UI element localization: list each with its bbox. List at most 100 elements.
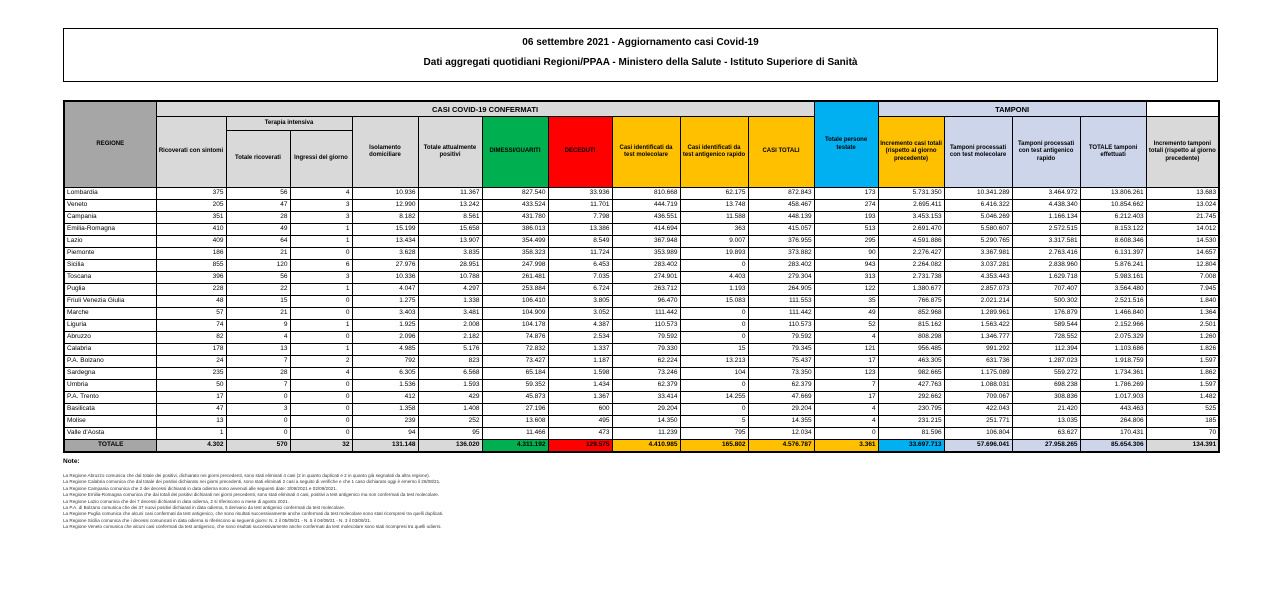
table-row: Veneto 205 47 3 12.990 13.242 433.524 11.701 444… [63,199,1220,212]
table-row: Piemonte 186 21 0 3.628 3.835 358.323 11.724 353… [63,247,1220,260]
totale-row: TOTALE 4.302 570 32 131.148 136.020 4.311.192 1… [63,439,1220,452]
cell-value: 283.402 [747,259,815,272]
col-header-isolamento: Isolamento domiciliare [351,116,419,188]
cell-value: 0 [225,391,291,404]
cell-value: 283.402 [611,259,681,272]
cell-value: 47.669 [747,391,815,404]
cell-value: 1.536 [351,379,419,392]
cell-value: 1.408 [417,403,483,416]
cell-value: 3.037.281 [943,259,1013,272]
cell-value: 7.945 [1145,283,1220,296]
table-row: Lazio 409 64 1 13.434 13.907 354.499 8.549 367.9… [63,235,1220,248]
cell-value: 1 [289,283,353,296]
cell-value: 4 [225,331,291,344]
cell-value: 274 [813,199,879,212]
cell-value: 827.540 [481,187,549,200]
cell-value: 6.212.403 [1079,211,1147,224]
cell-value: 13.683 [1145,187,1220,200]
cell-value: 261.481 [481,271,549,284]
cell-value: 3.805 [547,295,613,308]
cell-value: 766.875 [877,295,945,308]
cell-value: 251.771 [943,415,1013,428]
cell-value: 3.564.480 [1079,283,1147,296]
cell-value: 264.905 [747,283,815,296]
title-box: 06 settembre 2021 - Aggiornamento casi C… [63,28,1218,82]
cell-value: 111.442 [611,307,681,320]
cell-value: 17 [813,391,879,404]
notes-heading: Note: [63,458,80,465]
cell-value: 13.907 [417,235,483,248]
cell-value: 2.521.516 [1079,295,1147,308]
cell-value: 63.627 [1011,427,1081,440]
cell-value: 3.403 [351,307,419,320]
cell-value: 49 [813,307,879,320]
cell-value: 1.193 [679,283,749,296]
cell-value: 45.873 [481,391,549,404]
cell-value: 56 [225,187,291,200]
cell-value: 3.464.972 [1011,187,1081,200]
cell-value: 13.386 [547,223,613,236]
cell-value: 2.096 [351,331,419,344]
cell-value: 0 [289,247,353,260]
cell-value: 13.242 [417,199,483,212]
cell-value: 429 [417,391,483,404]
cell-value: 29.204 [747,403,815,416]
region-name: Abruzzo [63,331,157,344]
totale-value: 165.802 [679,439,749,452]
cell-value: 4.387 [547,319,613,332]
cell-value: 3.317.581 [1011,235,1081,248]
cell-value: 21 [225,307,291,320]
cell-value: 33.414 [611,391,681,404]
cell-value: 121 [813,343,879,356]
cell-value: 96.470 [611,295,681,308]
cell-value: 1.862 [1145,367,1220,380]
cell-value: 79.330 [611,343,681,356]
cell-value: 698.238 [1011,379,1081,392]
cell-value: 8.182 [351,211,419,224]
cell-value: 10.788 [417,271,483,284]
cell-value: 363 [679,223,749,236]
cell-value: 396 [155,271,227,284]
group-header-tamponi: TAMPONI [877,100,1147,117]
cell-value: 104 [679,367,749,380]
cell-value: 872.843 [747,187,815,200]
cell-value: 48 [155,295,227,308]
group-header-casi-confermati: CASI COVID-19 CONFERMATI [155,100,815,117]
cell-value: 0 [679,379,749,392]
table-row: Calabria 178 13 1 4.985 5.176 72.832 1.337 79.33… [63,343,1220,356]
cell-value: 73.350 [747,367,815,380]
cell-value: 5.731.350 [877,187,945,200]
cell-value: 13.035 [1011,415,1081,428]
cell-value: 9 [225,319,291,332]
table-body: Lombardia 375 56 4 10.936 11.367 827.540 33.936… [63,187,1220,452]
cell-value: 1.260 [1145,331,1220,344]
cell-value: 123 [813,367,879,380]
cell-value: 17 [155,391,227,404]
cell-value: 5.580.607 [943,223,1013,236]
col-header-tamponi-totale: TOTALE tamponi effettuati [1079,116,1147,188]
cell-value: 1.597 [1145,355,1220,368]
cell-value: 808.298 [877,331,945,344]
region-name: P.A. Trento [63,391,157,404]
cell-value: 15.199 [351,223,419,236]
cell-value: 415.057 [747,223,815,236]
col-header-deceduti: DECEDUTI [547,116,613,188]
cell-value: 4 [289,367,353,380]
table-row: Abruzzo 82 4 0 2.096 2.182 74.876 2.534 79.592 0 7… [63,331,1220,344]
cell-value: 11.588 [679,211,749,224]
cell-value: 28.951 [417,259,483,272]
cell-value: 728.552 [1011,331,1081,344]
note-line: La Regione Emilia-Romagna comunica che d… [63,492,440,498]
region-name: Piemonte [63,247,157,260]
cell-value: 2.075.329 [1079,331,1147,344]
cell-value: 82 [155,331,227,344]
cell-value: 14.530 [1145,235,1220,248]
cell-value: 47 [155,403,227,416]
cell-value: 15.658 [417,223,483,236]
cell-value: 6.453 [547,259,613,272]
cell-value: 3.835 [417,247,483,260]
cell-value: 112.394 [1011,343,1081,356]
region-name: Campania [63,211,157,224]
cell-value: 7.008 [1145,271,1220,284]
cell-value: 414.694 [611,223,681,236]
